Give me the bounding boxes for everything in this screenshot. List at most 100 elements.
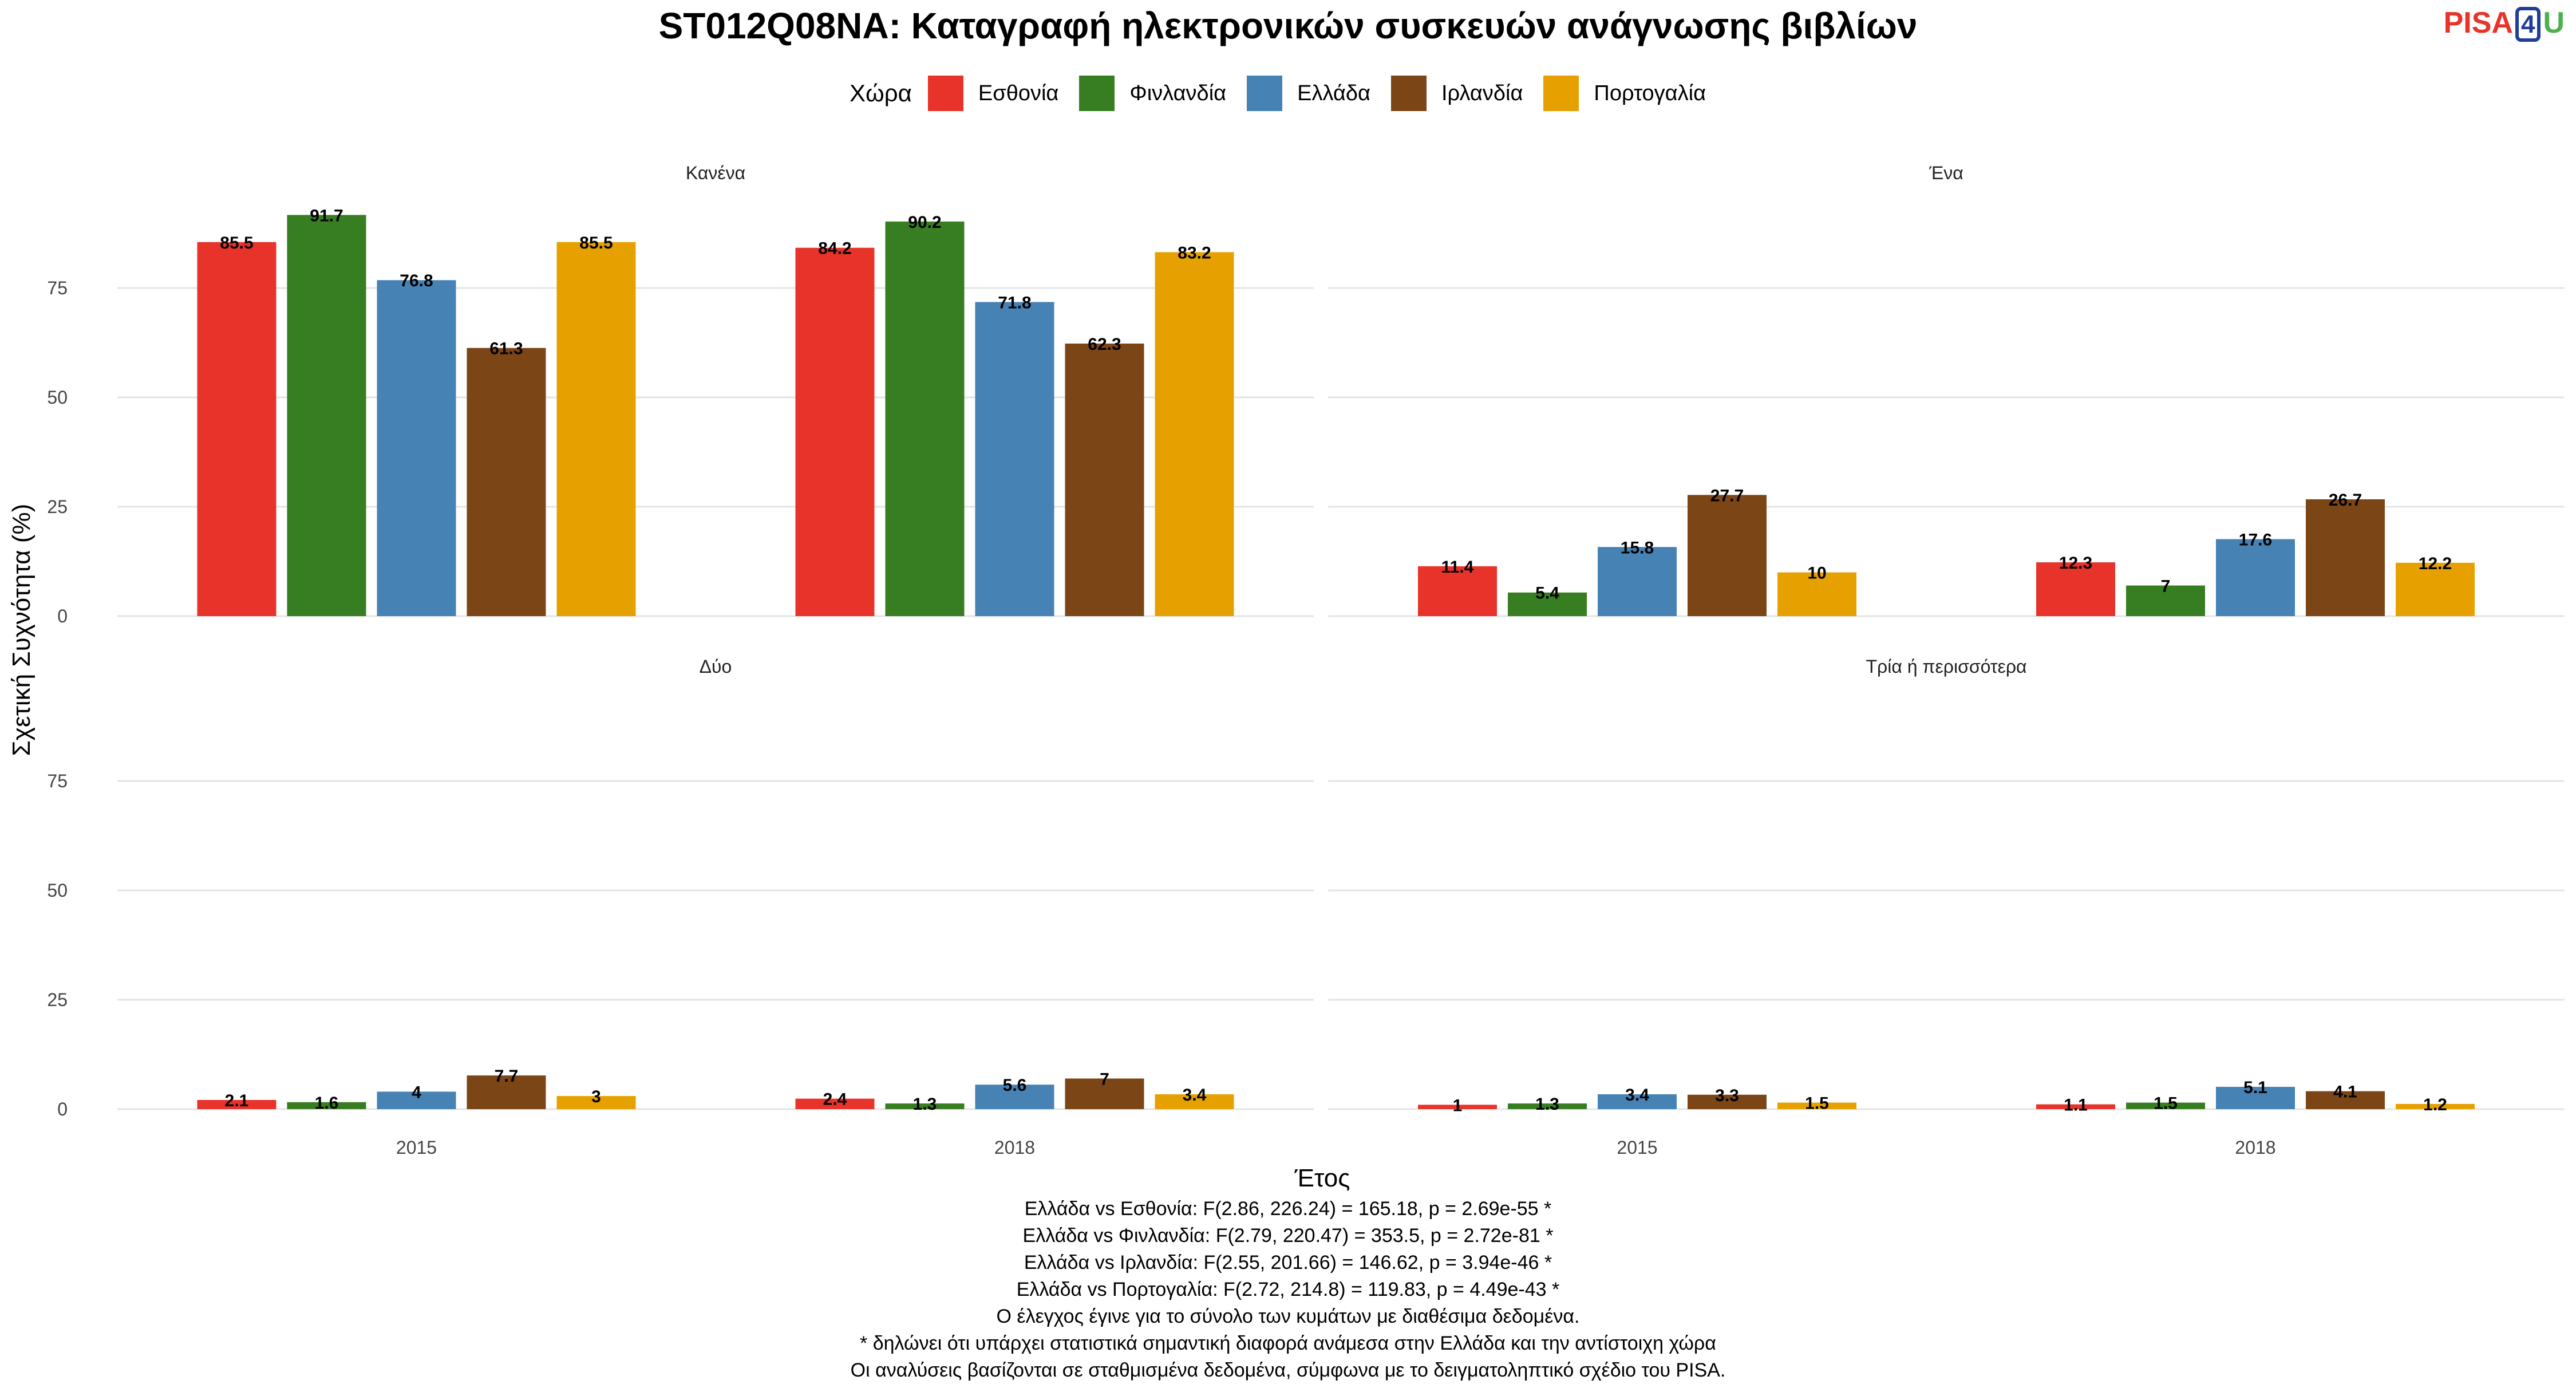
footnote-line: Ελλάδα vs Πορτογαλία: F(2.72, 214.8) = 1…	[1016, 1279, 1560, 1300]
data-label: 5.4	[1535, 584, 1559, 603]
data-label: 3.4	[1625, 1086, 1649, 1105]
bar	[1065, 344, 1144, 616]
panel-3: Τρία ή περισσότερα 1 1.3 3.4 3.3 1.5 2015 1.1 1.…	[1328, 656, 2565, 1158]
bar	[1418, 566, 1497, 616]
bar	[556, 1096, 636, 1109]
x-tick-label: 2015	[1617, 1137, 1657, 1158]
bar	[2126, 1102, 2205, 1109]
bar	[1688, 1094, 1767, 1109]
footnote-line: Ο έλεγχος έγινε για το σύνολο των κυμάτω…	[996, 1306, 1580, 1327]
data-label: 84.2	[818, 239, 851, 258]
legend-item-finland: Φινλανδία	[1079, 76, 1226, 111]
data-label: 3.4	[1183, 1086, 1207, 1105]
data-label: 85.5	[220, 234, 253, 253]
bar	[1065, 1078, 1144, 1109]
data-label: 1.3	[1535, 1095, 1559, 1114]
data-label: 2.4	[823, 1090, 847, 1109]
bar	[2306, 499, 2385, 616]
bar	[1777, 572, 1856, 616]
logo-pisa: PISA	[2443, 6, 2513, 40]
data-label: 1.5	[1805, 1094, 1829, 1113]
data-label: 7	[2161, 577, 2171, 596]
y-tick-label: 75	[47, 771, 68, 791]
data-label: 7	[1100, 1070, 1109, 1089]
data-label: 1.5	[2154, 1094, 2178, 1113]
bar	[1777, 1102, 1856, 1109]
bar	[1508, 1103, 1587, 1109]
y-tick-label: 50	[47, 387, 68, 408]
bar	[885, 221, 965, 616]
bar	[467, 348, 546, 616]
bar	[795, 247, 875, 616]
legend-item-estonia: Εσθονία	[927, 76, 1058, 111]
data-label: 11.4	[1441, 558, 1474, 577]
y-tick-label: 25	[47, 989, 68, 1010]
data-label: 7.7	[495, 1067, 519, 1086]
legend: Χώρα Εσθονία Φινλανδία Ελλάδα Ιρλανδία Π…	[0, 76, 2576, 111]
legend-title: Χώρα	[849, 80, 912, 107]
legend-label-portugal: Πορτογαλία	[1594, 81, 1706, 105]
data-label: 5.1	[2243, 1078, 2267, 1097]
bar	[2306, 1091, 2385, 1109]
bar	[2036, 562, 2115, 616]
y-tick-label: 0	[57, 1099, 68, 1119]
bar	[2396, 562, 2475, 616]
legend-swatch-ireland	[1391, 76, 1427, 111]
y-tick-label: 0	[57, 606, 68, 626]
data-label: 12.3	[2059, 554, 2092, 573]
data-label: 1	[1453, 1096, 1463, 1115]
panel-1: Ένα 11.4 5.4 15.8 27.7 10 12.3 7 17.6 26.7 12.2	[1328, 163, 2565, 617]
bar	[1688, 495, 1767, 616]
footnote-line: * δηλώνει ότι υπάρχει στατιστικά σημαντι…	[860, 1332, 1716, 1354]
bar	[197, 1099, 276, 1109]
x-tick-label: 2018	[994, 1137, 1035, 1158]
data-label: 3.3	[1715, 1086, 1739, 1105]
data-label: 2.1	[225, 1091, 249, 1110]
footnote-line: Ελλάδα vs Εσθονία: F(2.86, 226.24) = 165…	[1024, 1198, 1552, 1220]
data-label: 83.2	[1178, 243, 1211, 262]
footnote-line: Ελλάδα vs Φινλανδία: F(2.79, 220.47) = 3…	[1022, 1225, 1554, 1247]
data-label: 10	[1807, 564, 1826, 583]
bar	[2396, 1103, 2475, 1109]
data-label: 62.3	[1088, 335, 1121, 354]
data-label: 91.7	[310, 206, 343, 225]
y-tick-label: 75	[47, 278, 68, 298]
panel-2: Δύο 0 25 50 75 2.1 1.6 4 7.7 3 2015 2.4 1.3 5.6 7 3.4 20…	[47, 656, 1314, 1158]
panel-label: Τρία ή περισσότερα	[1866, 656, 2026, 677]
data-label: 27.7	[1710, 486, 1744, 505]
data-label: 1.2	[2423, 1095, 2447, 1114]
legend-label-ireland: Ιρλανδία	[1441, 81, 1523, 105]
panel-label: Ένα	[1929, 163, 1963, 183]
x-axis-title: Έτος	[1294, 1164, 1350, 1192]
data-label: 1.6	[315, 1094, 339, 1113]
bar	[2216, 1087, 2295, 1109]
data-label: 17.6	[2239, 531, 2272, 550]
footnotes: Ελλάδα vs Εσθονία: F(2.86, 226.24) = 165…	[0, 1196, 2576, 1384]
data-label: 3	[591, 1087, 601, 1106]
bar	[377, 280, 456, 616]
data-label: 5.6	[1003, 1076, 1027, 1095]
y-tick-label: 25	[47, 496, 68, 517]
bar	[795, 1098, 875, 1109]
footnote-line: Οι αναλύσεις βασίζονται σε σταθμισμένα δ…	[850, 1359, 1726, 1381]
logo-four: 4	[2515, 7, 2541, 42]
bar	[975, 1085, 1054, 1109]
bar	[1155, 1094, 1234, 1109]
data-label: 1.3	[913, 1095, 937, 1114]
data-label: 15.8	[1621, 538, 1654, 557]
y-axis-title: Σχετική Συχνότητα (%)	[7, 504, 35, 756]
bar	[556, 242, 636, 616]
bar	[2036, 1104, 2115, 1109]
bar	[1155, 252, 1234, 616]
data-label: 12.2	[2419, 554, 2452, 573]
legend-item-portugal: Πορτογαλία	[1543, 76, 1706, 111]
bar	[197, 242, 276, 616]
data-label: 26.7	[2329, 491, 2362, 510]
legend-label-greece: Ελλάδα	[1297, 81, 1370, 105]
bar	[1508, 592, 1587, 616]
data-label: 4	[412, 1083, 421, 1102]
data-label: 1.1	[2064, 1096, 2088, 1115]
bar	[287, 1102, 366, 1109]
footnote-line: Ελλάδα vs Ιρλανδία: F(2.55, 201.66) = 14…	[1024, 1252, 1552, 1273]
